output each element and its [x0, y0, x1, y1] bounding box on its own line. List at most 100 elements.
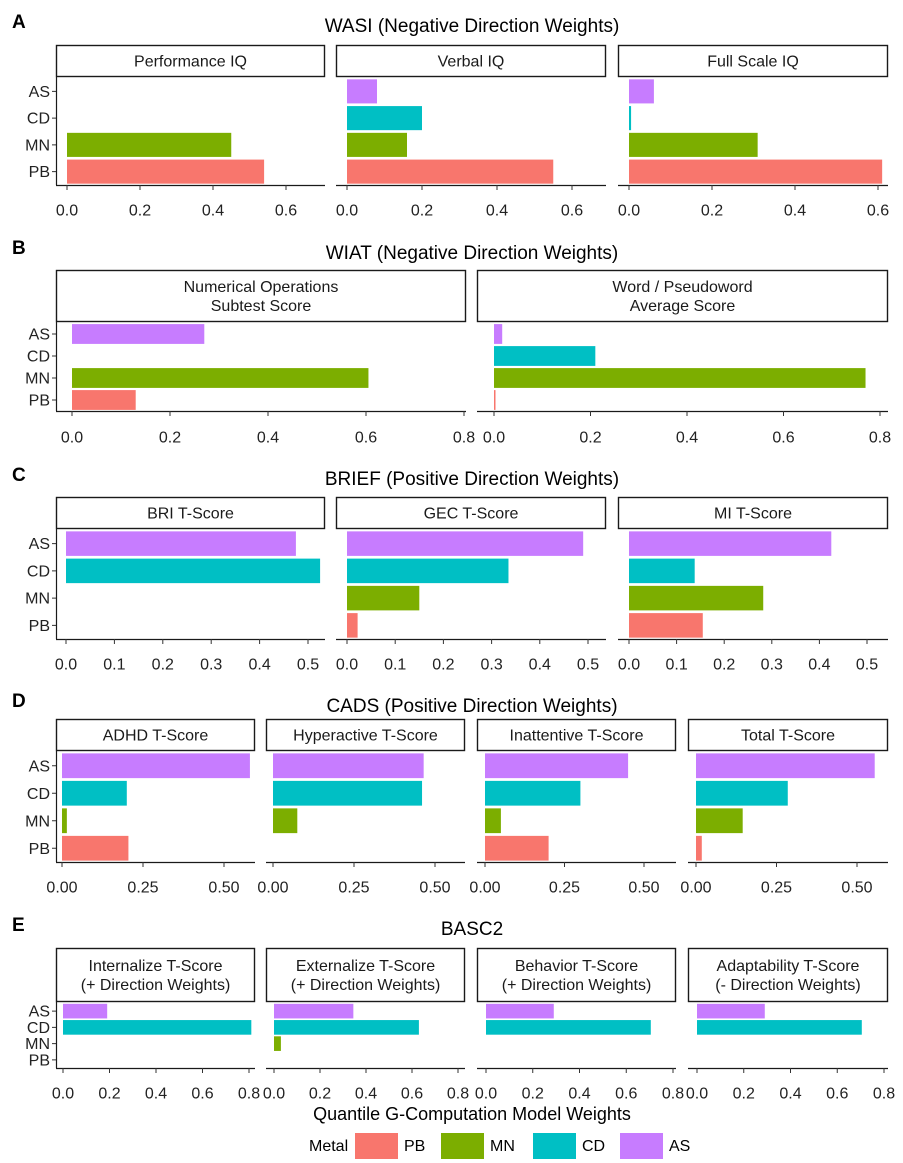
- category-label: AS: [29, 758, 50, 775]
- x-tick-label: 0.8: [238, 1086, 260, 1103]
- x-tick-label: 0.2: [432, 657, 454, 674]
- bar-pb: [629, 159, 883, 184]
- x-tick-label: 0.50: [841, 880, 872, 897]
- x-tick-label: 0.25: [127, 880, 158, 897]
- x-tick-label: 0.0: [686, 1086, 708, 1103]
- bar-cd: [629, 106, 632, 131]
- panel-strip: [476, 947, 677, 1003]
- x-tick-label: 0.2: [701, 203, 723, 220]
- panel-label: MI T-Score: [714, 506, 792, 523]
- category-label: AS: [29, 1004, 50, 1021]
- bar-as: [485, 753, 629, 779]
- section-c: C BRIEF (Positive Direction Weights) AS CD M…: [12, 465, 889, 674]
- x-tick-label: 0.50: [208, 880, 239, 897]
- panel-strip: [265, 947, 466, 1003]
- category-label: PB: [29, 618, 50, 635]
- bar-mn: [273, 808, 298, 834]
- section-a: A WASI (Negative Direction Weights) AS CD MN…: [12, 12, 889, 220]
- panel-label: Numerical Operations: [184, 279, 339, 296]
- panel-label: Behavior T-Score: [515, 958, 638, 975]
- x-tick-label: 0.25: [761, 880, 792, 897]
- panel-label: Subtest Score: [211, 298, 312, 315]
- panel-a-1: Performance IQ 0.0 0.2 0.4 0.6: [55, 44, 326, 220]
- bar-mn: [67, 132, 232, 157]
- panel-d-1: ADHD T-Score 0.00 0.25 0.50: [46, 718, 256, 897]
- x-tick-label: 0.8: [873, 1086, 895, 1103]
- bar-mn: [696, 808, 743, 834]
- section-title: BASC2: [441, 919, 503, 940]
- panel-strip: [55, 947, 256, 1003]
- category-label: MN: [25, 813, 50, 830]
- x-axis-title: Quantile G-Computation Model Weights: [313, 1104, 631, 1124]
- bar-pb: [629, 613, 703, 638]
- x-tick-label: 0.0: [55, 657, 77, 674]
- bar-mn: [347, 132, 407, 157]
- bar-cd: [696, 780, 788, 806]
- panel-d-3: Inattentive T-Score 0.00 0.25 0.50: [469, 718, 677, 897]
- x-tick-label: 0.4: [784, 203, 806, 220]
- bar-pb: [67, 159, 265, 184]
- x-tick-label: 0.6: [191, 1086, 213, 1103]
- x-tick-label: 0.8: [662, 1086, 684, 1103]
- bar-pb: [494, 390, 496, 410]
- panel-strip: [55, 44, 326, 78]
- panel-a-3: Full Scale IQ 0.0 0.2 0.4 0.6: [617, 44, 889, 220]
- bar-as: [72, 324, 205, 344]
- bar-pb: [347, 159, 554, 184]
- panel-label: Average Score: [630, 298, 736, 315]
- x-tick-label: 0.4: [145, 1086, 167, 1103]
- bar-mn: [347, 585, 420, 611]
- x-tick-label: 0.50: [419, 880, 450, 897]
- bar-as: [347, 79, 377, 104]
- x-tick-label: 0.8: [453, 430, 475, 447]
- section-b: B WIAT (Negative Direction Weights) AS CD MN…: [12, 238, 891, 447]
- section-letter: C: [12, 465, 26, 486]
- panel-label: Hyperactive T-Score: [293, 728, 438, 745]
- x-tick-label: 0.50: [628, 880, 659, 897]
- panel-strip: [617, 496, 889, 530]
- bar-mn: [72, 368, 369, 388]
- bar-cd: [62, 780, 127, 806]
- x-tick-label: 0.4: [202, 203, 224, 220]
- panel-strip: [55, 496, 326, 530]
- x-tick-label: 0.2: [159, 430, 181, 447]
- legend-label-cd: CD: [582, 1138, 605, 1155]
- section-d: D CADS (Positive Direction Weights) AS CD MN…: [12, 691, 889, 897]
- bar-mn: [274, 1036, 281, 1051]
- x-tick-label: 0.6: [275, 203, 297, 220]
- panel-label: Word / Pseudoword: [612, 279, 752, 296]
- panel-label: Full Scale IQ: [707, 54, 799, 71]
- bar-as: [486, 1003, 554, 1019]
- category-label: MN: [25, 137, 50, 154]
- x-tick-label: 0.8: [447, 1086, 469, 1103]
- panel-c-3: MI T-Score 0.0 0.1 0.2 0.3 0.4 0.5: [617, 496, 889, 674]
- bar-cd: [486, 1020, 651, 1035]
- panel-label: Inattentive T-Score: [510, 728, 644, 745]
- x-tick-label: 0.6: [867, 203, 889, 220]
- panel-label: Verbal IQ: [438, 54, 505, 71]
- panel-strip: [476, 718, 677, 752]
- bar-cd: [485, 780, 581, 806]
- panel-label: Performance IQ: [134, 54, 247, 71]
- x-tick-label: 0.00: [469, 880, 500, 897]
- section-letter: E: [12, 915, 25, 936]
- bar-cd: [63, 1020, 252, 1035]
- panel-strip: [335, 496, 607, 530]
- x-tick-label: 0.0: [618, 203, 640, 220]
- x-tick-label: 0.4: [355, 1086, 377, 1103]
- legend-swatch-cd: [533, 1133, 576, 1159]
- panel-strip: [335, 44, 607, 78]
- x-tick-label: 0.6: [561, 203, 583, 220]
- x-tick-label: 0.0: [263, 1086, 285, 1103]
- legend: Metal PB MN CD AS: [309, 1133, 690, 1159]
- category-label: PB: [29, 393, 50, 410]
- category-label: AS: [29, 84, 50, 101]
- panel-strip: [687, 947, 889, 1003]
- x-tick-label: 0.0: [52, 1086, 74, 1103]
- x-tick-label: 0.0: [56, 203, 78, 220]
- x-tick-label: 0.2: [713, 657, 735, 674]
- x-tick-label: 0.3: [200, 657, 222, 674]
- panel-label: Internalize T-Score: [89, 958, 223, 975]
